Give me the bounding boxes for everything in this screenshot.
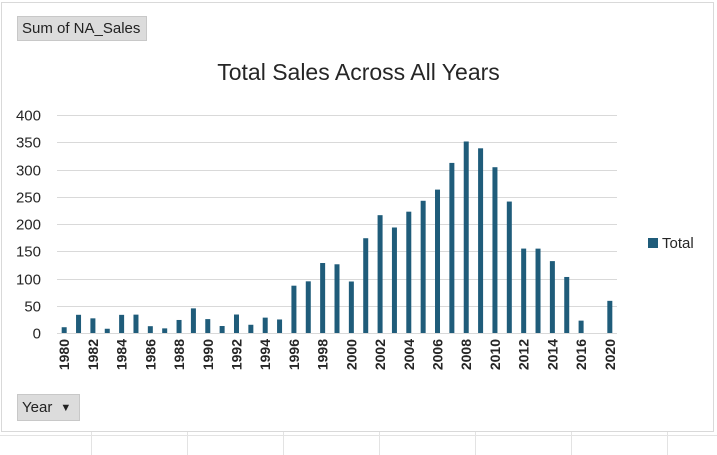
bar[interactable] (607, 300, 613, 333)
chart-area[interactable] (1, 2, 714, 432)
y-tick-label: 200 (16, 217, 41, 234)
x-tick-label: 2014 (544, 339, 560, 370)
y-tick-label: 300 (16, 163, 41, 180)
bar[interactable] (578, 320, 584, 333)
legend[interactable]: Total (648, 235, 694, 252)
bar[interactable] (506, 201, 512, 333)
bar[interactable] (76, 314, 82, 333)
bar[interactable] (449, 162, 455, 333)
x-tick-label: 2000 (343, 339, 359, 370)
y-tick-label: 400 (16, 108, 41, 125)
bar[interactable] (391, 227, 397, 333)
bar[interactable] (492, 167, 498, 333)
x-tick-label: 1988 (171, 339, 187, 370)
y-tick-label: 150 (16, 244, 41, 261)
x-tick-label: 2020 (602, 339, 618, 370)
bar[interactable] (435, 189, 441, 333)
axis-field-button[interactable]: Year ▼ (17, 394, 81, 421)
y-tick-label: 350 (16, 135, 41, 152)
x-tick-label: 1982 (85, 339, 101, 370)
bar[interactable] (104, 328, 110, 333)
y-tick-label: 50 (24, 299, 41, 316)
bar[interactable] (262, 317, 268, 333)
bar[interactable] (90, 318, 96, 333)
bar[interactable] (119, 314, 125, 333)
x-tick-label: 1994 (257, 339, 273, 370)
bar[interactable] (190, 308, 196, 333)
y-tick-label: 0 (33, 326, 41, 343)
bar[interactable] (377, 215, 383, 333)
bar[interactable] (291, 285, 297, 333)
chevron-down-icon[interactable]: ▼ (60, 402, 72, 414)
legend-label-total: Total (662, 235, 694, 252)
x-tick-label: 1980 (56, 339, 72, 370)
bar[interactable] (248, 324, 254, 333)
bar[interactable] (305, 281, 311, 333)
bar[interactable] (564, 276, 570, 333)
bar[interactable] (61, 327, 67, 333)
bar[interactable] (162, 328, 168, 333)
value-field-button[interactable]: Sum of NA_Sales (17, 16, 148, 41)
bar[interactable] (133, 314, 139, 333)
bar[interactable] (348, 281, 354, 334)
bar[interactable] (219, 326, 225, 333)
x-tick-label: 2004 (401, 339, 417, 370)
x-tick-label: 1998 (315, 339, 331, 370)
x-tick-label: 2006 (430, 339, 446, 370)
bar[interactable] (205, 319, 211, 333)
y-tick-label: 250 (16, 190, 41, 207)
x-tick-label: 2002 (372, 339, 388, 370)
bar[interactable] (363, 238, 369, 333)
bar[interactable] (463, 141, 469, 333)
bar[interactable] (535, 248, 541, 333)
bar[interactable] (176, 319, 182, 333)
axis-field-label: Year (22, 399, 53, 416)
x-tick-label: 1990 (200, 339, 216, 370)
bar[interactable] (478, 148, 484, 333)
chart-title: Total Sales Across All Years (217, 59, 500, 85)
x-tick-label: 1996 (286, 339, 302, 370)
bar[interactable] (549, 261, 555, 333)
bar[interactable] (406, 211, 412, 333)
bar[interactable] (521, 248, 527, 333)
x-tick-label: 2012 (516, 339, 532, 370)
bar[interactable] (334, 264, 340, 333)
bar[interactable] (277, 319, 283, 333)
y-tick-label: 100 (16, 272, 41, 289)
x-tick-label: 1986 (142, 339, 158, 370)
x-tick-label: 1992 (228, 339, 244, 370)
x-tick-label: 2008 (458, 339, 474, 370)
value-field-label: Sum of NA_Sales (22, 20, 141, 37)
bar[interactable] (320, 263, 326, 333)
x-tick-label: 2016 (573, 339, 589, 370)
bar[interactable] (420, 200, 426, 333)
bar[interactable] (147, 326, 153, 333)
x-tick-label: 1984 (114, 339, 130, 370)
legend-swatch-total (648, 238, 658, 248)
bar[interactable] (233, 314, 239, 333)
x-tick-label: 2010 (487, 339, 503, 370)
